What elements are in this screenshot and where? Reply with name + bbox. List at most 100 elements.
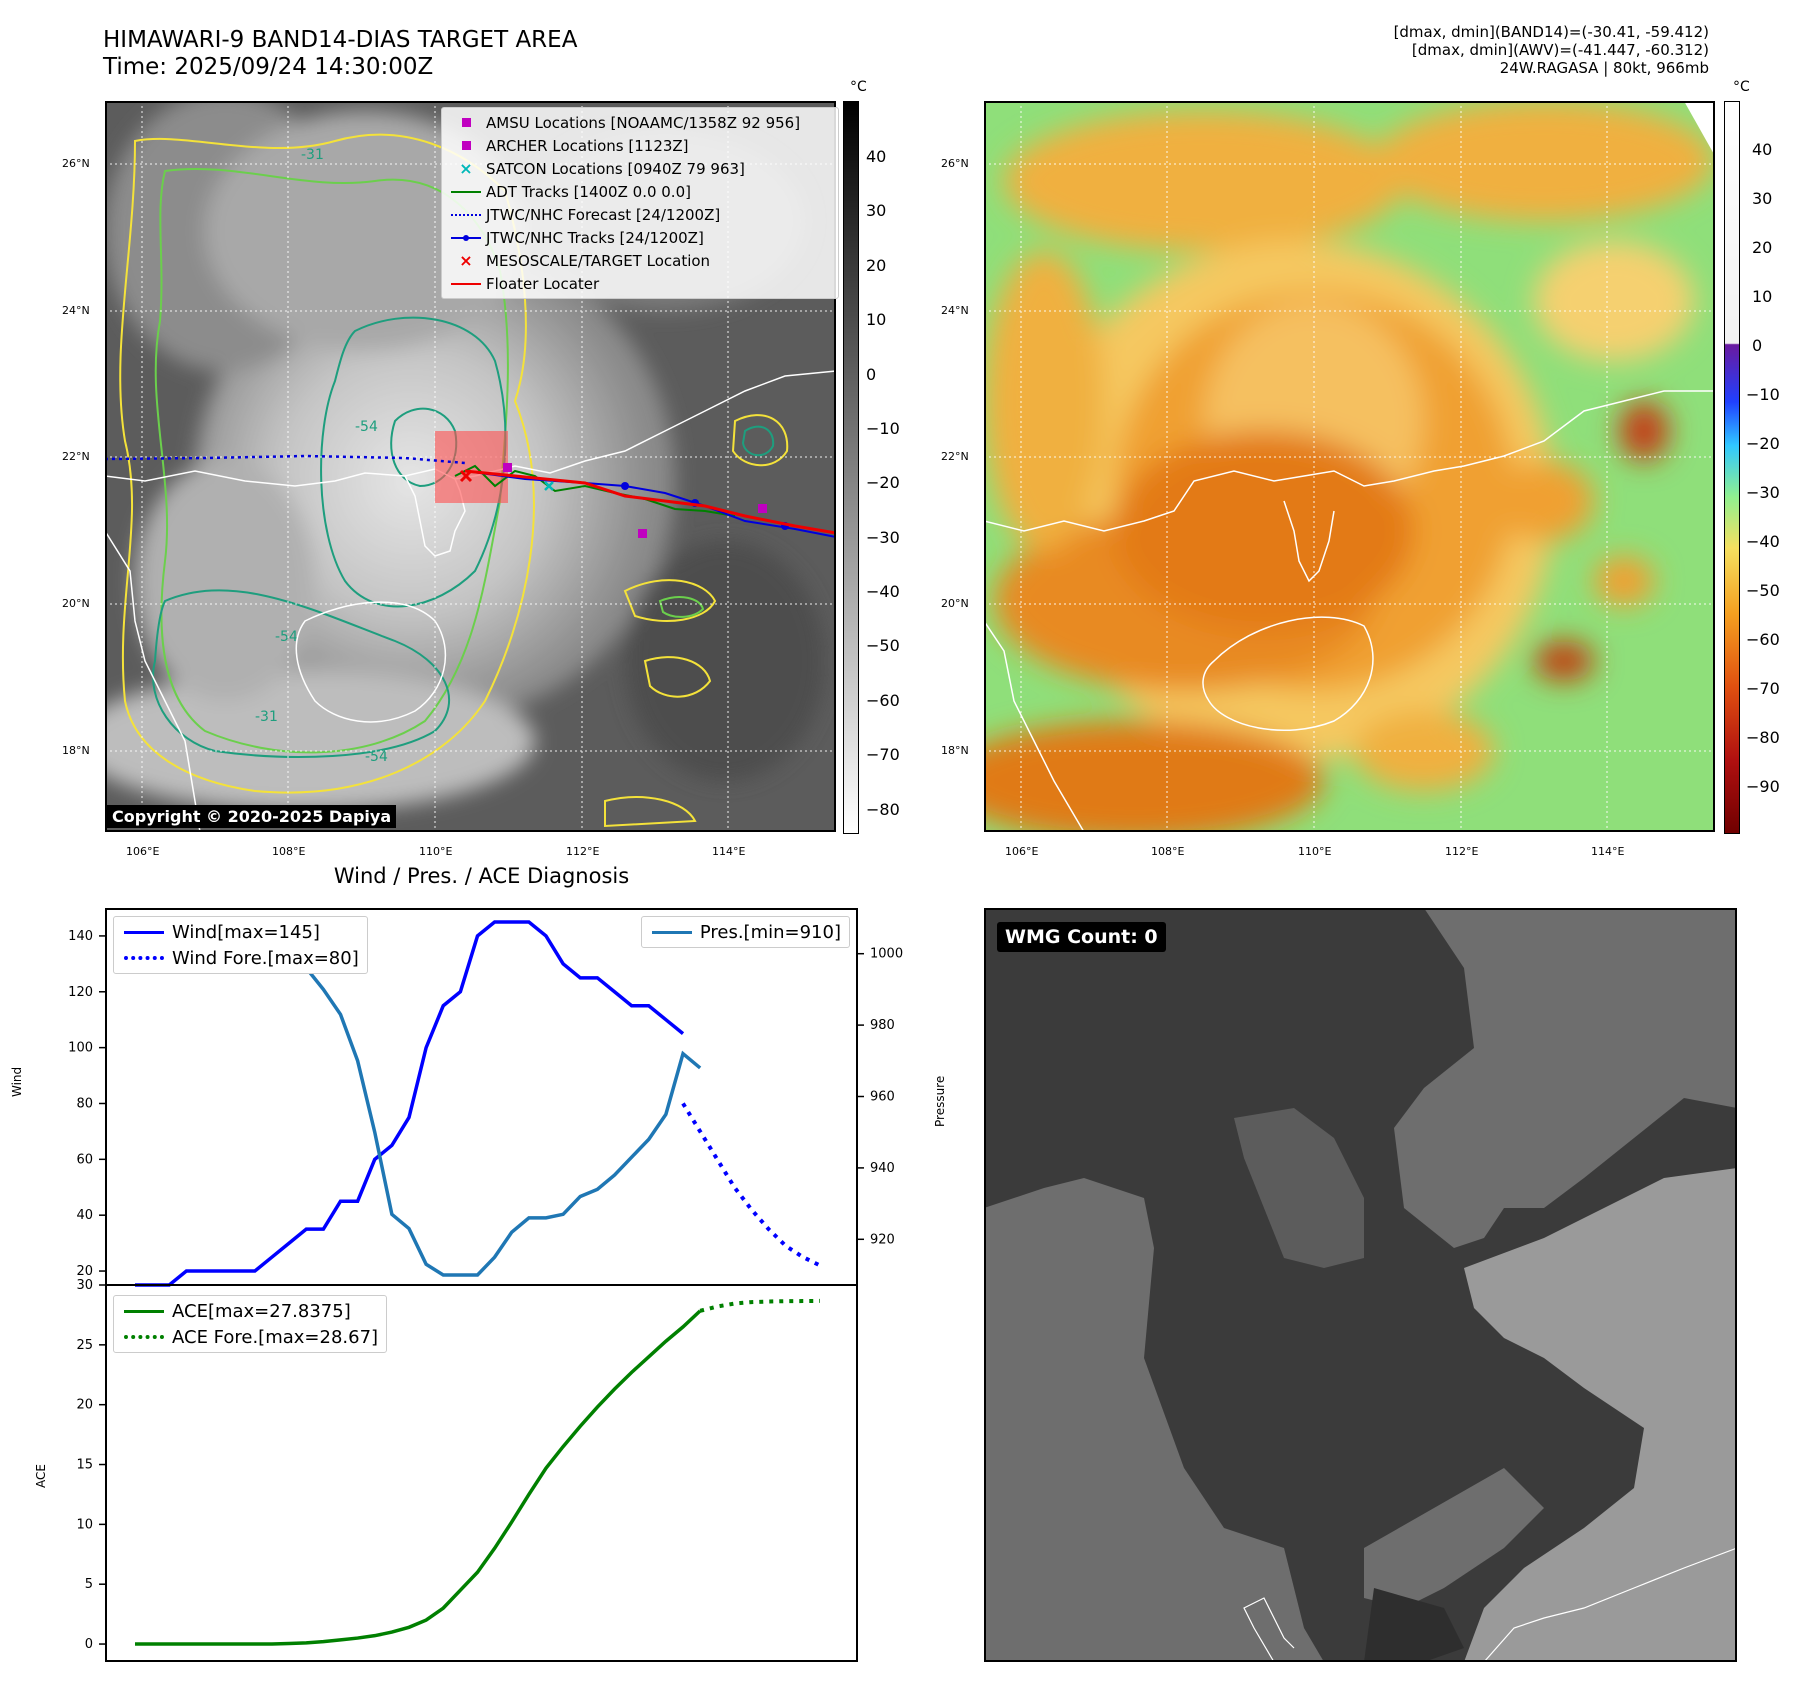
wind-tick-label: 20 (76, 1264, 93, 1279)
wind-legend: Wind[max=145] Wind Fore.[max=80] (113, 916, 368, 974)
info-line-3: 24W.RAGASA | 80kt, 966mb (1499, 59, 1709, 77)
ace-tick-label: 0 (85, 1637, 93, 1652)
pressure-tick-label: 1000 (870, 947, 903, 962)
band14-colorbar-ticks: 40 30 20 10 0 −10 −20 −30 −40 −50 −60 −7… (866, 101, 906, 832)
contour-green-east (658, 596, 705, 618)
awv-map-panel (984, 101, 1715, 832)
legend-label: ACE[max=27.8375] (172, 1300, 351, 1322)
wmg-region-southeast (1464, 1168, 1737, 1662)
dotted-line-icon (116, 956, 172, 960)
lon-label: 114°E (712, 845, 746, 858)
amsu-location (758, 504, 767, 513)
cb-tick: 40 (1752, 140, 1773, 159)
legend-label: Wind[max=145] (172, 921, 320, 943)
amsu-location (503, 463, 512, 472)
wmg-panel: WMG Count: 0 (984, 908, 1737, 1662)
lon-label: 108°E (272, 845, 306, 858)
wind-line (135, 920, 685, 1287)
lon-label: 108°E (1151, 845, 1185, 858)
wind-tick-label: 100 (68, 1041, 93, 1056)
wmg-region-dark (1364, 1588, 1464, 1662)
wmg-coastline-west (1243, 1597, 1295, 1662)
pressure-tick-label: 960 (870, 1090, 895, 1105)
lat-label: 24°N (941, 304, 969, 317)
lat-label: 26°N (62, 157, 90, 170)
copyright-badge: Copyright © 2020-2025 Dapiya (107, 805, 397, 828)
adt-track (454, 464, 736, 517)
cb-tick: −30 (866, 528, 900, 547)
coastline-hainan (295, 601, 447, 723)
cb-tick: 20 (866, 256, 887, 275)
lat-label: 24°N (62, 304, 90, 317)
ace-line (135, 1309, 702, 1646)
awv-coastline-leizhou (1283, 500, 1335, 583)
cb-tick: −70 (866, 745, 900, 764)
ace-legend: ACE[max=27.8375] ACE Fore.[max=28.67] (113, 1295, 388, 1353)
legend-entry: × SATCON Locations [0940Z 79 963] (446, 157, 834, 180)
wmg-region-right (1394, 908, 1737, 1248)
dotted-line-icon (446, 213, 486, 216)
awv-coastline-mainland (984, 390, 1715, 532)
lon-label: 106°E (1005, 845, 1039, 858)
satcon-location (544, 481, 554, 491)
lon-label: 114°E (1591, 845, 1625, 858)
lon-label: 106°E (126, 845, 160, 858)
line-dot-icon (446, 234, 486, 242)
wind-tick-label: 40 (76, 1208, 93, 1223)
map-legend: AMSU Locations [NOAAMC/1358Z 92 956] ARC… (441, 107, 839, 299)
pressure-axis-label: Pressure (933, 1075, 947, 1127)
lat-label: 26°N (941, 157, 969, 170)
legend-label: JTWC/NHC Forecast [24/1200Z] (486, 205, 721, 224)
wmg-frame (984, 908, 1737, 1662)
cb-tick: 0 (1752, 336, 1763, 355)
contour-teal-band (152, 589, 451, 758)
cb-tick: −30 (1746, 483, 1780, 502)
cb-tick: −70 (1746, 679, 1780, 698)
legend-label: MESOSCALE/TARGET Location (486, 251, 711, 270)
contour-label-31-a: -31 (301, 147, 324, 163)
coastline-vietnam (105, 530, 201, 832)
title-line-2: Time: 2025/09/24 14:30:00Z (103, 54, 434, 80)
square-marker-icon (446, 118, 486, 127)
line-icon (446, 190, 486, 193)
legend-entry: Floater Locater (446, 272, 834, 295)
wmg-region-left (984, 1178, 1324, 1662)
awv-colorbar (1724, 101, 1740, 834)
figure-title: HIMAWARI-9 BAND14-DIAS TARGET AREA Time:… (103, 27, 577, 81)
band14-colorbar-unit: °C (850, 79, 867, 95)
awv-coastline-vietnam (984, 620, 1085, 832)
cb-tick: −10 (866, 419, 900, 438)
cb-tick: 20 (1752, 238, 1773, 257)
wind-axis-label: Wind (10, 1066, 24, 1097)
contour-teal-east (741, 425, 775, 457)
ace-chart: 0 5 10 15 20 25 30 (76, 1278, 858, 1662)
ace-tick-label: 30 (76, 1278, 93, 1293)
wind-tick-label: 120 (68, 985, 93, 1000)
legend-entry: Wind Fore.[max=80] (116, 945, 359, 971)
contour-label-31-b: -31 (255, 709, 278, 725)
wind-tick-label: 140 (68, 929, 93, 944)
title-line-1: HIMAWARI-9 BAND14-DIAS TARGET AREA (103, 27, 578, 53)
legend-entry: JTWC/NHC Forecast [24/1200Z] (446, 203, 834, 226)
legend-entry: Pres.[min=910] (644, 919, 841, 945)
wind-forecast-line (681, 1102, 821, 1268)
lon-label: 110°E (419, 845, 453, 858)
line-icon (116, 1309, 172, 1313)
contour-teal-outer (320, 316, 507, 608)
awv-map (984, 101, 1715, 832)
map-frame (105, 101, 836, 832)
contour-green (154, 167, 509, 754)
wmg-count-badge: WMG Count: 0 (997, 922, 1166, 952)
legend-label: ARCHER Locations [1123Z] (486, 136, 689, 155)
legend-label: ADT Tracks [1400Z 0.0 0.0] (486, 182, 691, 201)
ace-axis-label: ACE (34, 1464, 48, 1488)
cb-tick: −10 (1746, 385, 1780, 404)
contour-label-54-a: -54 (355, 419, 378, 435)
ace-tick-label: 15 (76, 1458, 93, 1473)
lon-label: 110°E (1298, 845, 1332, 858)
contour-yellow-east-3 (604, 796, 697, 828)
legend-label: Floater Locater (486, 274, 600, 293)
band14-map-panel: -31 -54 -54 -31 -54 (105, 101, 839, 832)
legend-entry: ADT Tracks [1400Z 0.0 0.0] (446, 180, 834, 203)
awv-colorbar-ticks: 40 30 20 10 0 −10 −20 −30 −40 −50 −60 −7… (1746, 101, 1786, 832)
